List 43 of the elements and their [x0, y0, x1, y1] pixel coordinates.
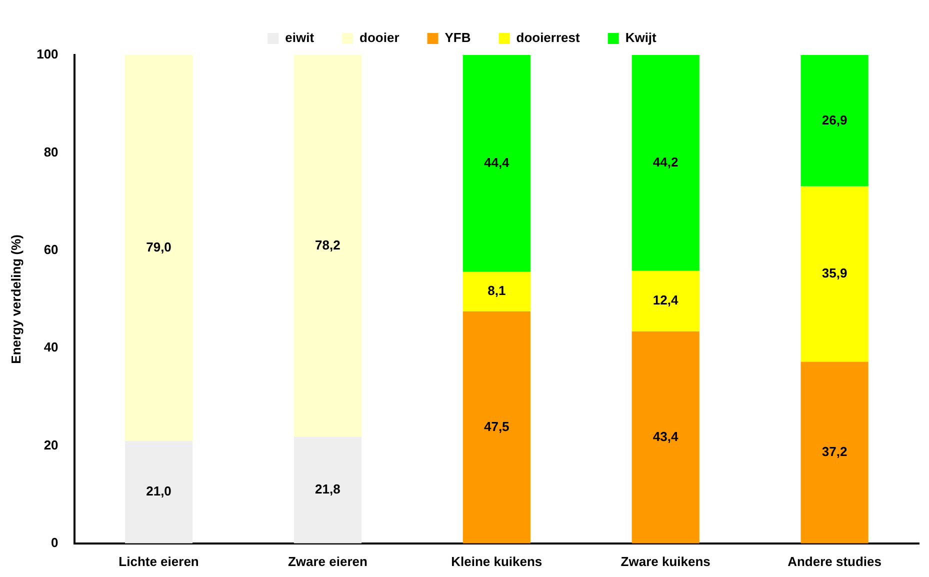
bar: [632, 270, 700, 332]
data-label: 8,1: [488, 283, 506, 298]
bar: [462, 311, 530, 544]
bar: [462, 55, 530, 272]
bar: [800, 55, 868, 186]
data-label: 79,0: [146, 239, 172, 254]
bar: [632, 55, 700, 271]
legend-label: Kwijt: [625, 30, 658, 46]
data-label: 44,2: [652, 154, 678, 170]
data-label: 44,4: [484, 155, 510, 170]
bar: [800, 186, 868, 362]
legend-label: eiwit: [285, 30, 315, 46]
y-tick-label: 80: [44, 144, 58, 160]
x-tick-label: Andere studies: [788, 554, 882, 569]
data-label: 78,2: [315, 238, 340, 253]
bar: [462, 272, 530, 312]
data-label: 37,2: [822, 444, 848, 460]
data-label: 21,8: [315, 482, 340, 497]
x-tick-label: Zware eieren: [288, 554, 368, 569]
bar: [632, 331, 700, 544]
y-tick-label: 60: [44, 242, 58, 257]
bar: [294, 436, 362, 544]
x-tick-label: Lichte eieren: [118, 554, 199, 569]
legend-label: dooier: [360, 30, 400, 46]
data-label: 26,9: [822, 112, 848, 128]
bar: [124, 440, 193, 544]
y-tick-label: 20: [44, 437, 58, 452]
y-tick-label: 0: [51, 534, 58, 550]
bar: [124, 55, 193, 441]
legend-label: dooierrest: [516, 30, 580, 46]
data-label: 35,9: [822, 266, 848, 281]
bar: [800, 362, 868, 544]
x-tick-label: Zware kuikens: [620, 554, 710, 569]
data-label: 21,0: [146, 484, 172, 499]
legend-label: YFB: [444, 30, 471, 46]
data-label: 43,4: [652, 428, 680, 444]
data-label: 47,5: [484, 418, 510, 434]
data-label: 12,4: [652, 292, 680, 308]
x-tick-label: Kleine kuikens: [451, 554, 542, 569]
y-tick-label: 100: [36, 46, 58, 62]
bar: [294, 55, 362, 437]
y-tick-label: 40: [44, 340, 58, 355]
y-axis-title: Energy verdeling (%): [8, 234, 24, 364]
